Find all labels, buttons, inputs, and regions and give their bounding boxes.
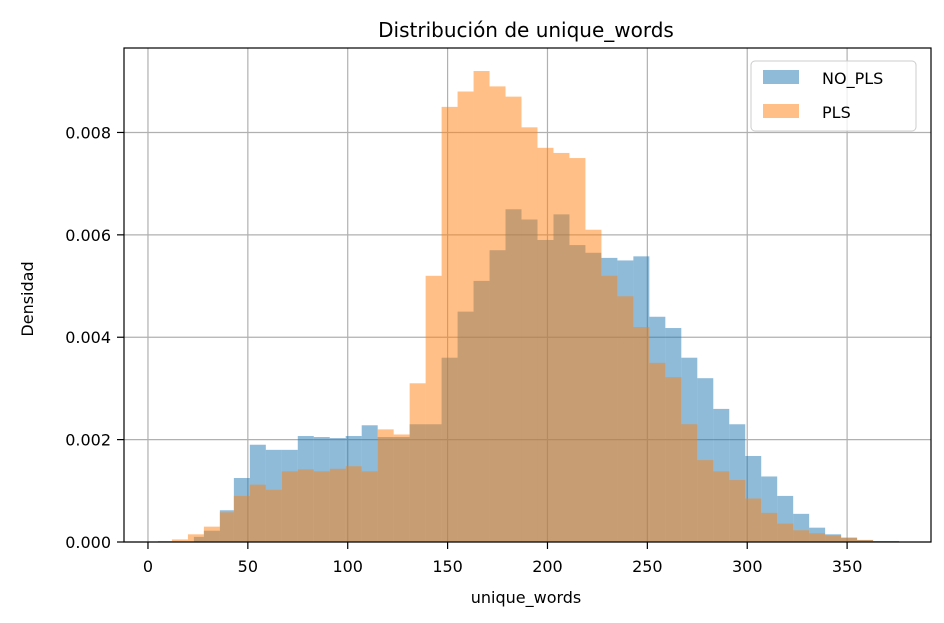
histogram-bar <box>409 383 426 542</box>
x-tick-label: 100 <box>332 557 363 576</box>
histogram-bar <box>203 526 220 542</box>
histogram-bar <box>489 86 506 542</box>
legend-label-no-pls: NO_PLS <box>822 69 883 89</box>
histogram-bar <box>377 429 394 542</box>
histogram-bar <box>187 534 204 542</box>
histogram-bar <box>441 106 458 542</box>
histogram-bar <box>745 498 762 542</box>
histogram-bar <box>777 523 794 542</box>
x-tick-label: 150 <box>432 557 463 576</box>
x-tick-label: 50 <box>238 557 258 576</box>
histogram-bar <box>585 229 602 542</box>
histogram-bar <box>681 424 698 542</box>
histogram-bar <box>297 469 314 542</box>
y-tick-label: 0.002 <box>65 431 111 450</box>
histogram-bar <box>219 512 234 542</box>
histogram-bar <box>505 96 522 542</box>
histogram-bar <box>841 537 858 542</box>
histogram-bar <box>793 530 810 542</box>
histogram-bar <box>553 152 570 543</box>
axis-ticks: 0 50 100 150 200 250 300 350 0.000 0.002 0.004 0.00… <box>65 123 862 576</box>
x-tick-label: 300 <box>732 557 763 576</box>
x-axis-title: unique_words <box>471 588 582 608</box>
y-tick-label: 0.004 <box>65 328 111 347</box>
y-tick-label: 0.000 <box>65 533 111 552</box>
chart-title: Distribución de unique_words <box>378 18 674 42</box>
y-axis-title: Densidad <box>18 261 37 336</box>
series-pls <box>157 71 874 543</box>
histogram-bar <box>473 71 490 543</box>
x-tick-label: 200 <box>532 557 563 576</box>
histogram-bar <box>569 158 586 542</box>
histogram-bar <box>649 362 666 542</box>
legend-label-pls: PLS <box>822 103 851 122</box>
histogram-bar <box>761 512 778 542</box>
histogram-bar <box>281 471 298 542</box>
y-tick-label: 0.006 <box>65 226 111 245</box>
histogram-bar <box>729 480 746 542</box>
legend-swatch-pls <box>763 104 799 118</box>
histogram-bar <box>265 489 282 542</box>
histogram-bar <box>633 326 650 542</box>
histogram-bar <box>537 147 554 542</box>
plot-frame <box>123 47 932 543</box>
legend-swatch-no-pls <box>763 70 799 84</box>
histogram-bar <box>345 466 362 542</box>
histogram-bar <box>249 484 266 542</box>
histogram-bar <box>601 275 618 542</box>
histogram-bar <box>617 296 634 542</box>
x-tick-label: 350 <box>832 557 863 576</box>
x-tick-label: 250 <box>632 557 663 576</box>
histogram-bar <box>521 127 538 542</box>
histogram-bar <box>393 434 410 542</box>
histogram-bar <box>233 495 250 542</box>
y-tick-label: 0.008 <box>65 123 111 142</box>
histogram-bar <box>809 533 826 542</box>
histogram-bar <box>361 471 378 542</box>
histogram-bar <box>171 539 188 542</box>
histogram-bar <box>329 468 346 542</box>
legend: NO_PLS PLS <box>750 60 917 132</box>
histogram-bar <box>425 275 442 542</box>
histogram-bar <box>857 539 874 542</box>
histogram-bar <box>665 377 682 542</box>
bars <box>157 71 900 543</box>
histogram-bar <box>457 91 474 543</box>
x-tick-label: 0 <box>143 557 153 576</box>
histogram-bar <box>313 471 330 542</box>
histogram-bar <box>825 535 842 542</box>
histogram-bar <box>713 471 730 542</box>
histogram-bar <box>697 460 714 542</box>
